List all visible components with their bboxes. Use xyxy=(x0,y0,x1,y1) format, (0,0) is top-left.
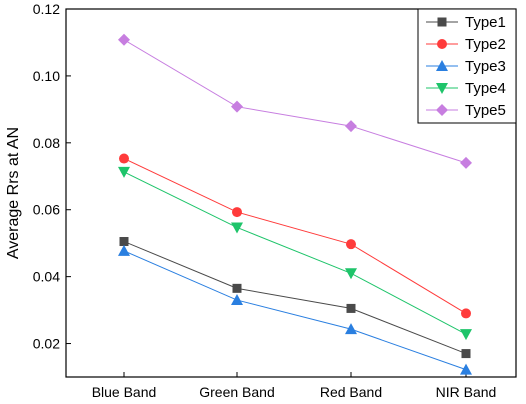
x-tick-label: NIR Band xyxy=(436,384,497,400)
data-point xyxy=(460,363,472,375)
plot-area-frame xyxy=(65,8,517,378)
data-point xyxy=(119,237,129,247)
series-type2 xyxy=(119,153,471,319)
data-point xyxy=(461,349,471,359)
data-point xyxy=(231,222,243,234)
data-point xyxy=(232,283,242,293)
data-point xyxy=(461,308,471,319)
data-point xyxy=(118,166,130,178)
legend-marker xyxy=(436,83,448,94)
data-point xyxy=(118,244,130,256)
series-type4 xyxy=(118,166,472,341)
series-type3 xyxy=(118,244,472,375)
data-point xyxy=(346,303,356,313)
data-point xyxy=(460,329,472,341)
legend-item: Type3 xyxy=(426,58,506,75)
y-axis-title: Average Rrs at AN xyxy=(5,127,22,259)
y-tick-label: 0.08 xyxy=(33,135,60,151)
series-layer xyxy=(118,33,472,375)
data-point xyxy=(118,33,130,46)
y-tick-label: 0.06 xyxy=(33,202,60,218)
legend-item: Type2 xyxy=(426,36,506,53)
legend-marker xyxy=(436,60,448,71)
x-tick-label: Red Band xyxy=(320,384,382,400)
data-point xyxy=(346,239,356,250)
legend: Type1 Type2 Type3 Type4 Type5 xyxy=(417,8,517,124)
data-point xyxy=(232,207,242,218)
legend-item: Type4 xyxy=(426,80,506,97)
legend-item: Type5 xyxy=(426,102,506,119)
y-axis-ticks: 0.02 0.04 0.06 0.08 0.10 0.12 xyxy=(33,1,71,352)
y-tick-label: 0.10 xyxy=(33,68,60,84)
legend-marker xyxy=(436,104,448,116)
data-point xyxy=(119,153,129,164)
legend-item: Type1 xyxy=(426,14,506,31)
legend-marker xyxy=(437,39,447,49)
x-axis-ticks: Blue Band Green Band Red Band NIR Band xyxy=(92,372,497,400)
series-line xyxy=(123,39,467,164)
data-point xyxy=(345,120,357,133)
series-type1 xyxy=(119,237,471,359)
data-point xyxy=(231,294,243,306)
series-type5 xyxy=(118,33,472,169)
series-line xyxy=(123,171,467,335)
legend-label: Type1 xyxy=(465,14,506,31)
series-line xyxy=(123,250,467,371)
legend-label: Type4 xyxy=(465,80,506,97)
y-tick-label: 0.02 xyxy=(33,336,60,352)
x-tick-label: Blue Band xyxy=(92,384,157,400)
series-line xyxy=(123,158,467,314)
legend-label: Type5 xyxy=(465,102,506,119)
x-tick-label: Green Band xyxy=(199,384,275,400)
data-point xyxy=(345,323,357,335)
data-point xyxy=(460,156,472,169)
data-point xyxy=(345,268,357,280)
series-line xyxy=(123,241,467,355)
legend-marker xyxy=(437,17,447,27)
y-tick-label: 0.04 xyxy=(33,269,60,285)
legend-label: Type2 xyxy=(465,36,506,53)
data-point xyxy=(231,100,243,113)
y-tick-label: 0.12 xyxy=(33,1,60,17)
legend-label: Type3 xyxy=(465,58,506,75)
